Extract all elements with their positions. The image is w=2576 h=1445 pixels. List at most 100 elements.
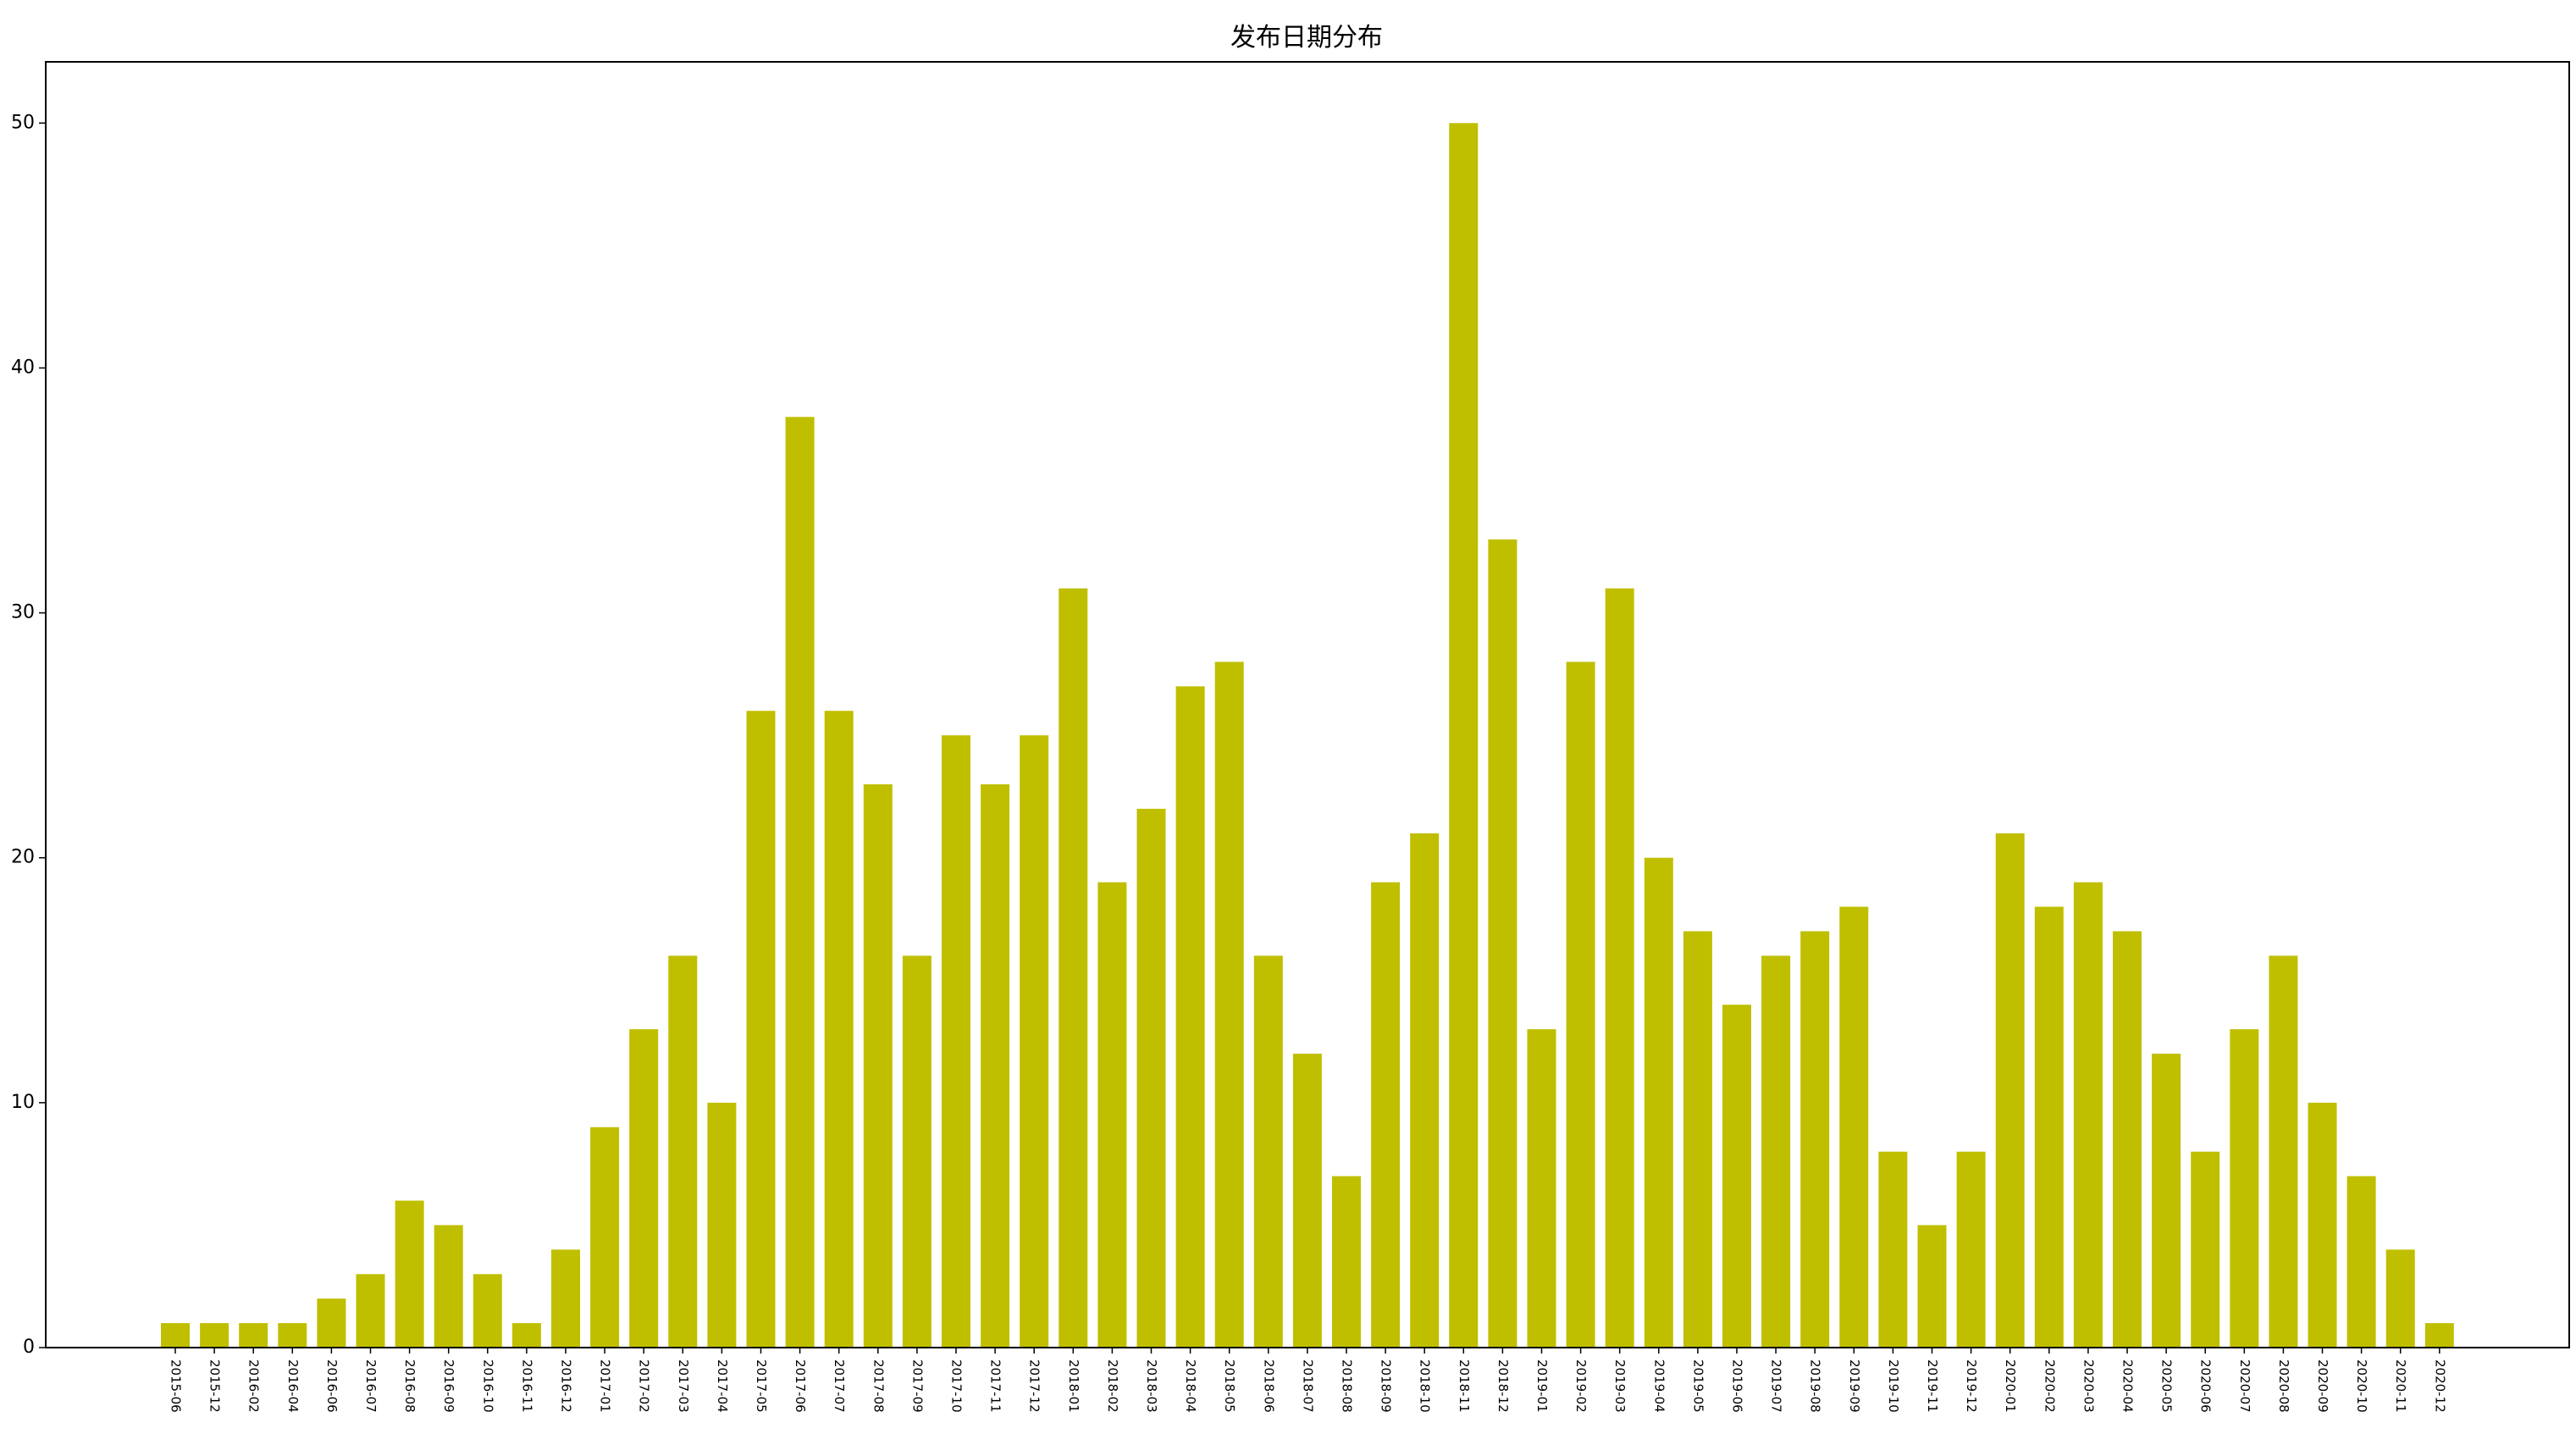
bar-2019-03 xyxy=(1605,588,1634,1348)
x-tick-label: 2018-06 xyxy=(1261,1359,1276,1413)
x-tick-label: 2020-05 xyxy=(2159,1359,2175,1413)
x-tick-label: 2016-09 xyxy=(441,1359,456,1413)
x-tick-label: 2020-07 xyxy=(2237,1359,2253,1413)
bar-2018-11 xyxy=(1449,123,1479,1348)
bar-2016-11 xyxy=(511,1323,541,1348)
x-tick-label: 2019-12 xyxy=(1964,1359,1979,1413)
bar-2015-12 xyxy=(200,1323,229,1348)
y-tick-label: 10 xyxy=(11,1092,35,1113)
bar-2016-12 xyxy=(551,1249,580,1348)
x-tick-label: 2018-07 xyxy=(1300,1359,1315,1413)
bar-2017-08 xyxy=(863,783,893,1348)
bar-2017-04 xyxy=(707,1102,737,1348)
x-tick-label: 2018-10 xyxy=(1418,1359,1433,1413)
plot-frame xyxy=(45,61,2570,1348)
x-tick-label: 2020-11 xyxy=(2393,1359,2408,1413)
bar-2018-04 xyxy=(1175,686,1205,1348)
bar-2019-04 xyxy=(1644,857,1673,1348)
x-tick-label: 2016-02 xyxy=(246,1359,262,1413)
bar-2019-07 xyxy=(1761,955,1791,1348)
bar-2018-02 xyxy=(1097,882,1127,1348)
x-tick-label: 2017-10 xyxy=(949,1359,965,1413)
bar-2017-06 xyxy=(785,417,815,1348)
bar-2018-09 xyxy=(1371,882,1401,1348)
x-tick-label: 2017-07 xyxy=(832,1359,847,1413)
x-tick-label: 2018-12 xyxy=(1495,1359,1511,1413)
x-tick-label: 2019-10 xyxy=(1886,1359,1901,1413)
bar-2019-10 xyxy=(1878,1151,1908,1348)
bar-2016-07 xyxy=(356,1274,385,1348)
y-axis: 0 10 20 30 40 50 xyxy=(11,112,46,1358)
x-tick-label: 2018-08 xyxy=(1340,1359,1355,1413)
x-tick-label: 2017-09 xyxy=(909,1359,925,1413)
bar-2018-10 xyxy=(1410,833,1440,1348)
bar-2020-05 xyxy=(2152,1054,2181,1348)
y-tick-label: 30 xyxy=(11,602,35,623)
bar-2020-02 xyxy=(2034,906,2064,1348)
chart-title: 发布日期分布 xyxy=(1230,23,1383,53)
x-tick-label: 2017-08 xyxy=(871,1359,886,1413)
bar-2018-05 xyxy=(1214,662,1244,1348)
bar-2019-12 xyxy=(1956,1151,1986,1348)
bars-layer xyxy=(161,123,2454,1348)
x-tick-label: 2019-09 xyxy=(1847,1359,1862,1413)
x-tick-label: 2016-04 xyxy=(285,1359,301,1413)
x-tick-label: 2016-11 xyxy=(519,1359,534,1413)
x-tick-label: 2017-12 xyxy=(1027,1359,1042,1413)
x-tick-label: 2017-06 xyxy=(793,1359,808,1413)
x-tick-label: 2017-03 xyxy=(676,1359,691,1413)
y-tick-label: 40 xyxy=(11,357,35,378)
bar-2016-02 xyxy=(239,1323,268,1348)
x-tick-label: 2019-04 xyxy=(1651,1359,1667,1413)
x-tick-label: 2017-11 xyxy=(988,1359,1003,1413)
bar-2018-08 xyxy=(1332,1176,1361,1348)
x-tick-label: 2016-12 xyxy=(559,1359,574,1413)
bar-2019-09 xyxy=(1839,906,1869,1348)
x-tick-label: 2017-02 xyxy=(637,1359,652,1413)
bar-2016-04 xyxy=(278,1323,307,1348)
x-tick-label: 2020-09 xyxy=(2315,1359,2330,1413)
bar-2020-09 xyxy=(2308,1102,2337,1348)
bar-2020-12 xyxy=(2424,1323,2454,1348)
x-tick-label: 2018-02 xyxy=(1105,1359,1120,1413)
x-tick-label: 2020-04 xyxy=(2120,1359,2136,1413)
x-tick-label: 2017-01 xyxy=(598,1359,613,1413)
bar-2018-06 xyxy=(1253,955,1283,1348)
bar-2018-01 xyxy=(1059,588,1088,1348)
x-tick-label: 2016-07 xyxy=(363,1359,379,1413)
x-tick-label: 2018-09 xyxy=(1379,1359,1394,1413)
bar-2019-01 xyxy=(1527,1029,1556,1348)
bar-2020-07 xyxy=(2230,1029,2259,1348)
bar-2017-10 xyxy=(942,735,970,1348)
bar-2017-03 xyxy=(668,955,698,1348)
x-tick-label: 2019-02 xyxy=(1573,1359,1589,1413)
bar-2017-09 xyxy=(902,955,931,1348)
x-tick-label: 2020-01 xyxy=(2003,1359,2018,1413)
bar-2020-10 xyxy=(2347,1176,2376,1348)
bar-2017-01 xyxy=(590,1127,620,1348)
x-tick-label: 2020-08 xyxy=(2276,1359,2291,1413)
x-tick-label: 2020-10 xyxy=(2354,1359,2369,1413)
bar-2017-07 xyxy=(824,711,854,1348)
bar-2019-06 xyxy=(1722,1005,1751,1348)
x-tick-label: 2019-06 xyxy=(1730,1359,1745,1413)
x-tick-label: 2019-07 xyxy=(1769,1359,1784,1413)
x-tick-label: 2019-03 xyxy=(1612,1359,1628,1413)
bar-2018-12 xyxy=(1488,539,1517,1348)
bar-2019-11 xyxy=(1917,1225,1947,1348)
bar-2016-06 xyxy=(317,1298,346,1348)
bar-2020-06 xyxy=(2191,1151,2220,1348)
bar-2018-03 xyxy=(1136,808,1166,1348)
x-tick-label: 2017-04 xyxy=(715,1359,730,1413)
bar-2016-10 xyxy=(473,1274,502,1348)
bar-2020-01 xyxy=(1995,833,2025,1348)
x-tick-label: 2019-05 xyxy=(1690,1359,1705,1413)
bar-2017-12 xyxy=(1020,735,1049,1348)
bar-2019-02 xyxy=(1566,662,1595,1348)
x-tick-label: 2018-01 xyxy=(1066,1359,1081,1413)
x-tick-label: 2016-10 xyxy=(480,1359,495,1413)
bar-2020-04 xyxy=(2113,931,2142,1348)
x-tick-label: 2020-06 xyxy=(2198,1359,2214,1413)
